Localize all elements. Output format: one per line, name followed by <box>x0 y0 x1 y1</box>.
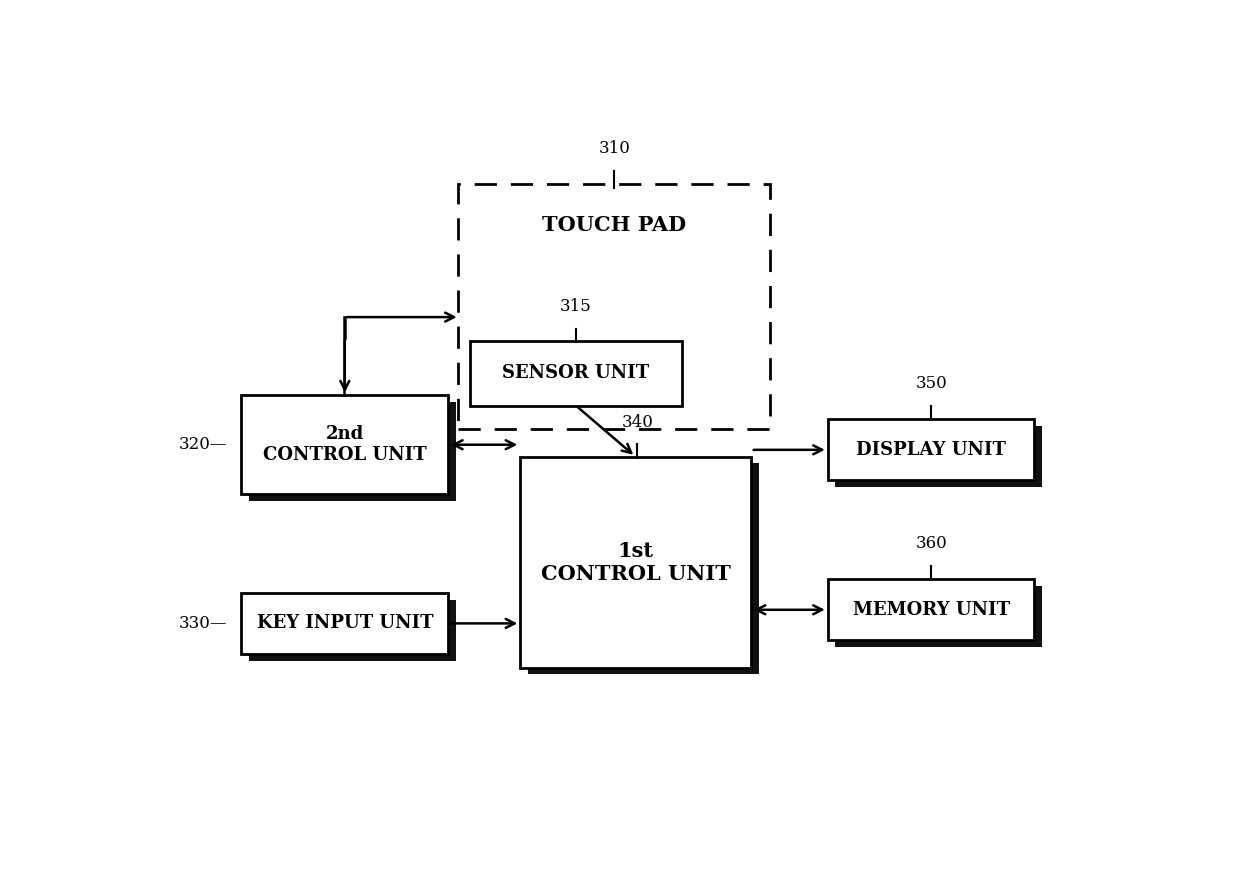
Bar <box>242 593 448 654</box>
Bar <box>249 402 456 501</box>
Text: 310: 310 <box>599 141 630 157</box>
Bar <box>249 599 456 661</box>
Bar <box>477 347 689 412</box>
Text: 1st
CONTROL UNIT: 1st CONTROL UNIT <box>541 540 730 583</box>
Text: 330—: 330— <box>179 615 227 632</box>
Text: 350: 350 <box>915 375 947 392</box>
Bar <box>836 426 1042 487</box>
Text: MEMORY UNIT: MEMORY UNIT <box>853 601 1009 619</box>
Text: 340: 340 <box>621 414 653 431</box>
Bar <box>836 586 1042 647</box>
Text: 2nd
CONTROL UNIT: 2nd CONTROL UNIT <box>263 425 427 464</box>
Bar <box>458 185 770 430</box>
Text: 315: 315 <box>560 298 591 315</box>
Bar <box>828 419 1034 481</box>
Text: 320—: 320— <box>179 436 227 453</box>
Bar <box>828 579 1034 640</box>
Text: 360: 360 <box>915 535 947 552</box>
Bar <box>242 395 448 494</box>
Bar <box>470 341 682 406</box>
Bar <box>521 457 751 667</box>
Text: TOUCH PAD: TOUCH PAD <box>542 215 686 235</box>
Bar <box>528 463 759 674</box>
Text: DISPLAY UNIT: DISPLAY UNIT <box>856 441 1006 459</box>
Text: SENSOR UNIT: SENSOR UNIT <box>502 364 650 382</box>
Text: KEY INPUT UNIT: KEY INPUT UNIT <box>257 614 433 632</box>
